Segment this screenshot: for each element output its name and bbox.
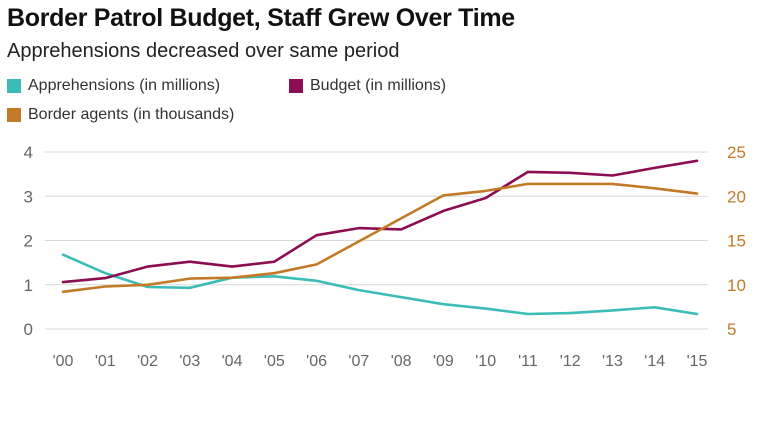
right-tick-label: 20 — [727, 187, 746, 206]
x-tick-label: '08 — [391, 353, 412, 370]
x-axis-ticks: '00 '01 '02 '03 '04 '05 '06 '07 '08 '09 '10 '11 '12 '… — [53, 353, 708, 370]
x-tick-label: '13 — [602, 353, 623, 370]
legend-label-budget: Budget (in millions) — [310, 77, 447, 94]
legend-swatch-apprehensions — [7, 79, 21, 93]
left-tick-label: 0 — [24, 320, 33, 339]
right-tick-label: 5 — [727, 320, 736, 339]
series-line-apprehensions — [61, 253, 699, 316]
legend-item-budget: Budget (in millions) — [289, 77, 446, 95]
x-tick-label: '15 — [687, 353, 708, 370]
series-line-budget — [61, 159, 699, 284]
left-axis-ticks: 0 1 2 3 4 — [24, 143, 33, 339]
x-tick-label: '06 — [306, 353, 327, 370]
chart-title: Border Patrol Budget, Staff Grew Over Ti… — [7, 4, 515, 32]
right-tick-label: 10 — [727, 276, 746, 295]
x-tick-label: '09 — [433, 353, 454, 370]
x-tick-label: '12 — [560, 353, 581, 370]
x-tick-label: '07 — [348, 353, 369, 370]
x-tick-label: '05 — [264, 353, 285, 370]
series-lines — [61, 159, 699, 316]
x-tick-label: '14 — [644, 353, 665, 370]
chart-subtitle: Apprehensions decreased over same period — [7, 40, 400, 62]
right-axis-ticks: 5 10 15 20 25 — [727, 143, 746, 339]
left-tick-label: 3 — [24, 187, 33, 206]
right-tick-label: 25 — [727, 143, 746, 162]
legend-swatch-border-agents — [7, 108, 21, 122]
right-tick-label: 15 — [727, 232, 746, 251]
x-tick-label: '03 — [179, 353, 200, 370]
legend-item-apprehensions: Apprehensions (in millions) — [7, 77, 220, 95]
legend-item-border-agents: Border agents (in thousands) — [7, 106, 234, 124]
x-tick-label: '00 — [53, 353, 74, 370]
x-tick-label: '10 — [475, 353, 496, 370]
gridlines — [45, 151, 708, 330]
left-tick-label: 1 — [24, 276, 33, 295]
legend-swatch-budget — [289, 79, 303, 93]
legend-label-apprehensions: Apprehensions (in millions) — [28, 77, 221, 94]
x-tick-label: '04 — [222, 353, 243, 370]
legend-label-border-agents: Border agents (in thousands) — [28, 106, 235, 123]
left-tick-label: 4 — [24, 143, 33, 162]
left-tick-label: 2 — [24, 232, 33, 251]
x-tick-label: '11 — [518, 353, 538, 370]
x-tick-label: '02 — [137, 353, 158, 370]
x-tick-label: '01 — [95, 353, 116, 370]
series-line-border-agents — [61, 182, 699, 294]
